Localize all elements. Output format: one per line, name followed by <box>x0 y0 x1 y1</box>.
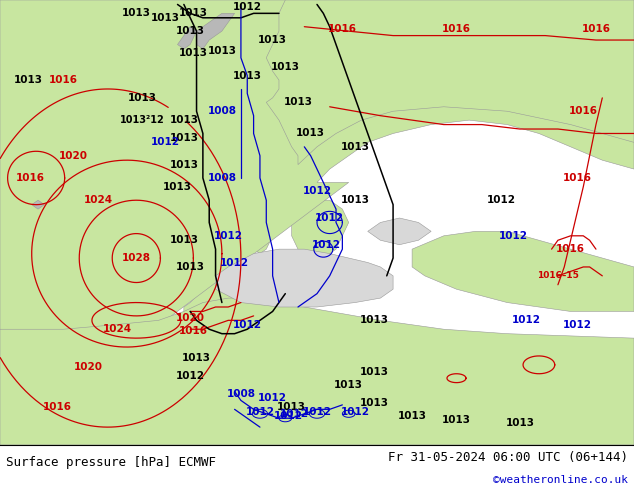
Text: 1012: 1012 <box>245 407 275 416</box>
Polygon shape <box>197 13 235 49</box>
Polygon shape <box>197 0 241 58</box>
Text: 1013: 1013 <box>14 75 43 85</box>
Text: 1024: 1024 <box>103 324 132 334</box>
Polygon shape <box>254 209 279 254</box>
Text: 1012: 1012 <box>274 411 303 421</box>
Polygon shape <box>0 0 634 445</box>
Polygon shape <box>6 71 32 94</box>
Polygon shape <box>266 0 634 165</box>
Polygon shape <box>412 231 634 312</box>
Text: 1013: 1013 <box>359 367 389 376</box>
Text: 1012: 1012 <box>214 231 243 241</box>
Polygon shape <box>165 13 203 71</box>
Text: 1012: 1012 <box>562 320 592 330</box>
Polygon shape <box>184 276 247 329</box>
Polygon shape <box>216 276 241 289</box>
Text: Fr 31-05-2024 06:00 UTC (06+144): Fr 31-05-2024 06:00 UTC (06+144) <box>387 451 628 464</box>
Text: 1012: 1012 <box>220 258 249 268</box>
Text: 1016: 1016 <box>581 24 611 34</box>
Text: 1012: 1012 <box>176 371 205 381</box>
Text: 1028: 1028 <box>122 253 151 263</box>
Text: 1016: 1016 <box>179 326 208 337</box>
Text: 1013: 1013 <box>340 142 370 152</box>
Polygon shape <box>152 53 165 75</box>
Text: 1013: 1013 <box>179 8 208 18</box>
Text: 1016: 1016 <box>49 75 78 85</box>
Text: 1013: 1013 <box>169 115 198 125</box>
Text: 1020: 1020 <box>176 313 205 323</box>
Text: 1012: 1012 <box>280 409 309 419</box>
Text: 1013: 1013 <box>258 35 287 45</box>
Text: 1012: 1012 <box>150 137 179 147</box>
Text: 1013: 1013 <box>233 71 262 81</box>
Text: 1012: 1012 <box>486 195 515 205</box>
Text: 1013: 1013 <box>128 93 157 103</box>
Text: 1008: 1008 <box>207 173 236 183</box>
Text: 1020: 1020 <box>74 362 103 372</box>
Polygon shape <box>216 249 393 307</box>
Text: 1013: 1013 <box>340 195 370 205</box>
Text: 1013: 1013 <box>163 182 192 192</box>
Text: 1016: 1016 <box>569 106 598 116</box>
Text: 1024: 1024 <box>84 195 113 205</box>
Text: 1012: 1012 <box>312 240 341 250</box>
Text: 1013: 1013 <box>296 128 325 139</box>
Text: 1013: 1013 <box>334 380 363 390</box>
Text: 1016: 1016 <box>16 173 45 183</box>
Polygon shape <box>203 0 292 80</box>
Text: 1016: 1016 <box>556 244 585 254</box>
Text: 1013: 1013 <box>122 8 151 18</box>
Text: 1016: 1016 <box>562 173 592 183</box>
Text: 1013: 1013 <box>176 262 205 272</box>
Text: 1012: 1012 <box>233 320 262 330</box>
Text: 1016: 1016 <box>328 24 357 34</box>
Text: 1013: 1013 <box>359 316 389 325</box>
Text: 1016: 1016 <box>442 24 471 34</box>
Text: 1013: 1013 <box>207 46 236 56</box>
Text: 1016–15: 1016–15 <box>537 271 579 280</box>
Text: 1012: 1012 <box>340 407 370 416</box>
Text: 1013: 1013 <box>176 26 205 36</box>
Polygon shape <box>0 0 44 53</box>
Text: 1012: 1012 <box>302 186 332 196</box>
Text: 1013: 1013 <box>505 417 534 428</box>
Text: 1012: 1012 <box>258 393 287 403</box>
Text: 1008: 1008 <box>226 389 256 399</box>
Polygon shape <box>247 200 279 218</box>
Polygon shape <box>44 0 76 36</box>
Polygon shape <box>0 298 634 445</box>
Polygon shape <box>368 218 431 245</box>
Text: 1013: 1013 <box>179 49 208 58</box>
Polygon shape <box>292 200 349 258</box>
Text: 1013: 1013 <box>277 402 306 412</box>
Text: 1013: 1013 <box>359 398 389 408</box>
Text: 1013: 1013 <box>150 13 179 23</box>
Text: Surface pressure [hPa] ECMWF: Surface pressure [hPa] ECMWF <box>6 456 216 468</box>
Polygon shape <box>32 200 44 209</box>
Text: 1012: 1012 <box>302 407 332 416</box>
Text: ©weatheronline.co.uk: ©weatheronline.co.uk <box>493 475 628 485</box>
Text: 1013: 1013 <box>169 133 198 143</box>
Polygon shape <box>241 165 317 218</box>
Text: 1012: 1012 <box>315 213 344 223</box>
Text: 1013: 1013 <box>169 160 198 170</box>
Text: 1013: 1013 <box>169 235 198 245</box>
Text: 1013: 1013 <box>182 353 211 363</box>
Text: 1013: 1013 <box>271 62 300 72</box>
Polygon shape <box>197 187 247 236</box>
Text: 1008: 1008 <box>207 106 236 116</box>
Text: 1013: 1013 <box>442 416 471 425</box>
Text: 1012: 1012 <box>499 231 528 241</box>
Text: 1013²12: 1013²12 <box>120 115 165 125</box>
Text: 1016: 1016 <box>42 402 72 412</box>
Text: 1013: 1013 <box>283 98 313 107</box>
Text: 1012: 1012 <box>233 1 262 12</box>
Polygon shape <box>178 26 197 49</box>
Text: 1012: 1012 <box>512 316 541 325</box>
Text: 1013: 1013 <box>398 411 427 421</box>
Polygon shape <box>0 107 19 124</box>
Text: 1020: 1020 <box>58 151 87 161</box>
